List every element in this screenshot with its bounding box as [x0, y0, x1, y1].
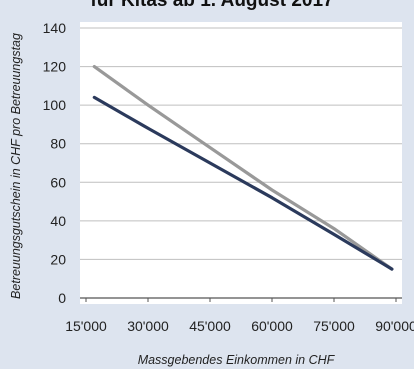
plot-area: [80, 22, 402, 304]
y-tick-label: 140: [43, 20, 67, 36]
y-axis-label: Betreuungsgutschein in CHF pro Betreuung…: [9, 33, 23, 299]
series-line-2: [92, 95, 394, 271]
y-tick-label: 40: [50, 213, 66, 229]
x-tick-label: 15'000: [65, 318, 107, 334]
y-tick-label: 0: [58, 290, 66, 306]
x-tick-label: 30'000: [127, 318, 169, 334]
x-tick-labels: 15'000 30'000 45'000 60'000 75'000 90'000: [65, 298, 414, 334]
x-tick-label: 90'000: [375, 318, 414, 334]
chart-title: für Kitas ab 1. August 2017: [90, 0, 333, 11]
x-axis-label: Massgebendes Einkommen in CHF: [138, 353, 336, 367]
series-lines: [92, 64, 394, 271]
y-tick-label: 100: [43, 97, 67, 113]
y-tick-label: 80: [50, 136, 66, 152]
y-tick-label: 60: [50, 174, 66, 190]
x-tick-label: 60'000: [251, 318, 293, 334]
gridlines: [80, 27, 402, 299]
x-tick-label: 45'000: [189, 318, 231, 334]
y-tick-label: 120: [43, 59, 67, 75]
x-tick-label: 75'000: [313, 318, 355, 334]
y-tick-labels: 0 20 40 60 80 100 120 140: [43, 20, 67, 306]
series-line-1: [92, 64, 394, 271]
y-tick-label: 20: [50, 251, 66, 267]
